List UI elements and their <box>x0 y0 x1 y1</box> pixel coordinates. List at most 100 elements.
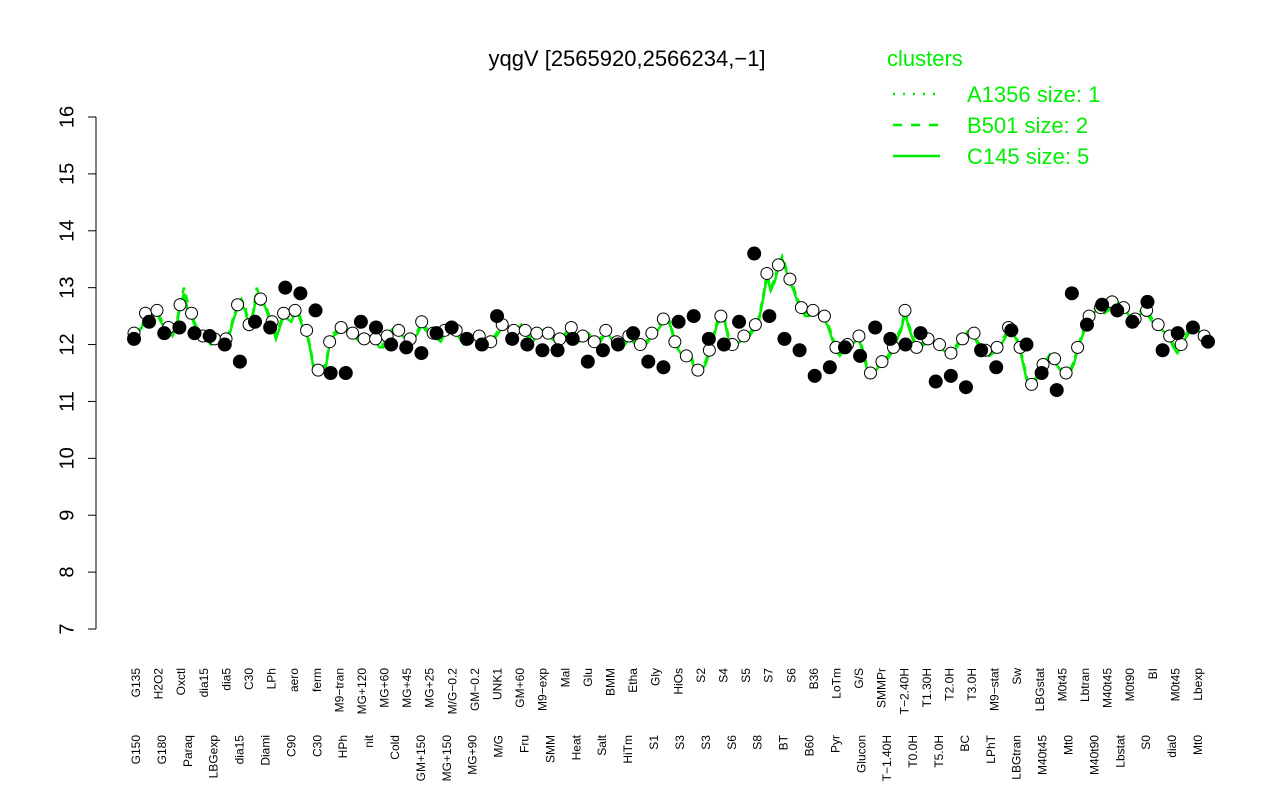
x-tick-label: LPhT <box>984 734 998 763</box>
data-point-open <box>288 303 302 317</box>
data-point-open <box>898 303 912 317</box>
x-tick-label: MG+45 <box>400 668 414 708</box>
data-point-filled <box>701 331 716 346</box>
data-point-filled <box>399 340 414 355</box>
x-tick-label: C90 <box>284 735 298 757</box>
data-point-open <box>277 306 291 320</box>
x-axis-labels: G135 H2O2 Oxctl dia15 dia5 C30 LPh aero ferm M9−t… <box>129 667 1205 781</box>
data-point-filled <box>837 340 852 355</box>
data-point-open <box>679 349 693 363</box>
data-point-open <box>392 323 406 337</box>
plot-area <box>127 246 1215 398</box>
x-tick-label: S3 <box>673 735 687 750</box>
x-tick-label: S5 <box>739 668 753 683</box>
x-tick-label: T3.0H <box>965 668 979 701</box>
data-point-filled <box>958 380 973 395</box>
data-point-filled <box>232 354 247 369</box>
x-tick-label: Glu <box>581 668 595 687</box>
data-point-filled <box>641 354 656 369</box>
data-point-filled <box>762 309 777 324</box>
x-tick-label: S6 <box>725 735 739 750</box>
x-tick-label: G150 <box>129 735 143 765</box>
x-tick-label: G135 <box>129 668 143 698</box>
data-point-filled <box>1125 314 1140 329</box>
data-point-filled <box>686 309 701 324</box>
legend: clusters A1356 size: 1 B501 size: 2 C145 s… <box>887 46 1100 169</box>
data-point-open <box>1174 338 1188 352</box>
x-tick-label: Sw <box>1010 668 1024 685</box>
data-point-filled <box>747 246 762 261</box>
data-point-filled <box>943 368 958 383</box>
x-tick-label: M40t90 <box>1087 735 1101 775</box>
data-point-filled <box>716 337 731 352</box>
data-point-open <box>587 335 601 349</box>
data-point-filled <box>263 320 278 335</box>
data-point-filled <box>898 337 913 352</box>
data-point-filled <box>217 337 232 352</box>
data-point-filled <box>777 331 792 346</box>
data-point-filled <box>1155 343 1170 358</box>
x-tick-label: Glucon <box>854 735 868 773</box>
x-tick-label: T−2.40H <box>897 668 911 714</box>
data-point-filled <box>1201 334 1215 349</box>
data-point-open <box>748 318 762 332</box>
data-point-filled <box>913 326 928 341</box>
data-point-filled <box>595 343 610 358</box>
x-tick-label: Mt0 <box>1061 735 1075 755</box>
y-tick-label: 8 <box>56 567 78 578</box>
data-point-open <box>1025 377 1039 391</box>
data-point-open <box>668 335 682 349</box>
data-point-filled <box>429 326 444 341</box>
x-tick-label: SMMPr <box>875 668 889 708</box>
x-tick-label: M40t45 <box>1101 668 1115 708</box>
x-tick-label: G/S <box>852 668 866 689</box>
data-point-open <box>691 363 705 377</box>
x-tick-label: HiOs <box>671 668 685 695</box>
x-tick-label: M0t90 <box>1123 668 1137 702</box>
y-tick-label: 13 <box>56 277 78 299</box>
data-point-open <box>346 326 360 340</box>
x-tick-label: LPh <box>265 668 279 689</box>
data-point-filled <box>278 280 293 295</box>
data-point-open <box>518 323 532 337</box>
y-tick-label: 10 <box>56 447 78 469</box>
x-tick-label: dia5 <box>219 668 233 691</box>
data-point-filled <box>580 354 595 369</box>
data-point-open <box>1151 318 1165 332</box>
data-point-open <box>553 332 567 346</box>
x-tick-label: S6 <box>784 668 798 683</box>
y-tick-label: 15 <box>56 163 78 185</box>
x-tick-label: G180 <box>155 735 169 765</box>
data-point-open <box>783 272 797 286</box>
data-point-open <box>300 323 314 337</box>
x-tick-label: M0t45 <box>1055 668 1069 702</box>
data-point-filled <box>248 314 263 329</box>
x-tick-label: M0t45 <box>1168 668 1182 702</box>
x-tick-label: T−1.40H <box>880 735 894 781</box>
data-point-open <box>254 292 268 306</box>
data-point-filled <box>1079 317 1094 332</box>
data-point-open <box>956 332 970 346</box>
x-tick-label: Cold <box>388 735 402 760</box>
data-point-filled <box>974 343 989 358</box>
x-tick-label: Lbstat <box>1113 734 1127 767</box>
x-tick-label: GM+150 <box>414 735 428 782</box>
data-point-filled <box>928 374 943 389</box>
data-point-open <box>541 326 555 340</box>
x-tick-label: M40t45 <box>1036 735 1050 775</box>
x-tick-label: BI <box>1146 668 1160 679</box>
data-point-filled <box>656 360 671 375</box>
data-point-filled <box>1049 383 1064 398</box>
data-point-filled <box>671 314 686 329</box>
data-point-open <box>173 298 187 312</box>
x-tick-label: S0 <box>1139 735 1153 750</box>
data-point-filled <box>1185 320 1200 335</box>
legend-label: A1356 size: 1 <box>967 82 1100 107</box>
x-tick-label: T0.0H <box>906 735 920 768</box>
x-tick-label: Mal <box>558 668 572 687</box>
legend-label: C145 size: 5 <box>967 144 1089 169</box>
data-point-open <box>1059 366 1073 380</box>
x-tick-label: T2.0H <box>942 668 956 701</box>
x-tick-label: Mt0 <box>1191 735 1205 755</box>
x-tick-label: Salt <box>595 734 609 755</box>
